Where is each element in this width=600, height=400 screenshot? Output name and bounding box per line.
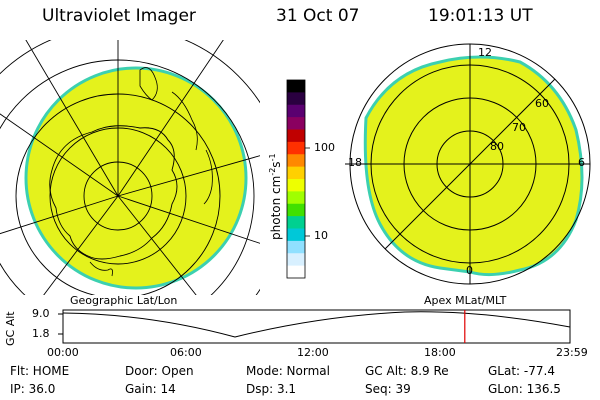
ip-status: IP: 36.0 xyxy=(10,382,56,396)
timeline-xtick-2359: 23:59 xyxy=(556,346,588,359)
date-label: 31 Oct 07 xyxy=(276,6,360,26)
colorbar-segment xyxy=(287,92,305,106)
instrument-title: Ultraviolet Imager xyxy=(42,6,196,26)
timeline-xtick-0600: 06:00 xyxy=(170,346,202,359)
timeline-xtick-1800: 18:00 xyxy=(424,346,456,359)
timeline-xtick-0000: 00:00 xyxy=(47,346,79,359)
altitude-curve xyxy=(62,311,571,338)
glon-status: GLon: 136.5 xyxy=(488,382,561,396)
flight-status: Flt: HOME xyxy=(10,364,70,378)
colorbar-tick-10: 10 xyxy=(314,229,328,242)
timeline-ylabel: GC Alt xyxy=(4,311,17,346)
colorbar-segment xyxy=(287,80,305,93)
mlt-label-6: 6 xyxy=(578,156,585,169)
apex-caption: Apex MLat/MLT xyxy=(424,294,507,307)
timeline-ytick-1-8: 1.8 xyxy=(32,327,50,340)
colorbar-segment xyxy=(287,265,305,279)
mlt-label-12: 12 xyxy=(478,46,492,59)
timeline-xtick-1200: 12:00 xyxy=(297,346,329,359)
colorbar-segment xyxy=(287,253,305,267)
gain-status: Gain: 14 xyxy=(125,382,176,396)
mlat-label-70: 70 xyxy=(512,121,526,134)
colorbar-segment xyxy=(287,104,305,118)
door-status: Door: Open xyxy=(125,364,194,378)
mlat-label-60: 60 xyxy=(535,97,549,110)
colorbar-segment xyxy=(287,154,305,168)
seq-status: Seq: 39 xyxy=(365,382,411,396)
colorbar-segment xyxy=(287,179,305,192)
timeline-ytick-9: 9.0 xyxy=(32,307,50,320)
colorbar-segment xyxy=(287,141,305,155)
colorbar-tick-100: 100 xyxy=(314,141,335,154)
gc-alt-status: GC Alt: 8.9 Re xyxy=(365,364,449,378)
dsp-status: Dsp: 3.1 xyxy=(246,382,297,396)
colorbar-segment xyxy=(287,191,305,205)
mode-status: Mode: Normal xyxy=(246,364,330,378)
mlt-label-18: 18 xyxy=(348,156,362,169)
colorbar-segment xyxy=(287,203,305,217)
time-label: 19:01:13 UT xyxy=(428,6,533,26)
mlt-label-0: 0 xyxy=(466,264,473,277)
mlat-label-80: 80 xyxy=(490,140,504,153)
colorbar-segment xyxy=(287,166,305,180)
colorbar-segment xyxy=(287,129,305,143)
geographic-caption: Geographic Lat/Lon xyxy=(70,294,178,307)
colorbar-segment xyxy=(287,117,305,130)
glat-status: GLat: -77.4 xyxy=(488,364,555,378)
colorbar-segment xyxy=(287,240,305,254)
left-image-disk xyxy=(24,66,248,290)
colorbar-segment xyxy=(287,216,305,229)
colorbar-segment xyxy=(287,228,305,242)
